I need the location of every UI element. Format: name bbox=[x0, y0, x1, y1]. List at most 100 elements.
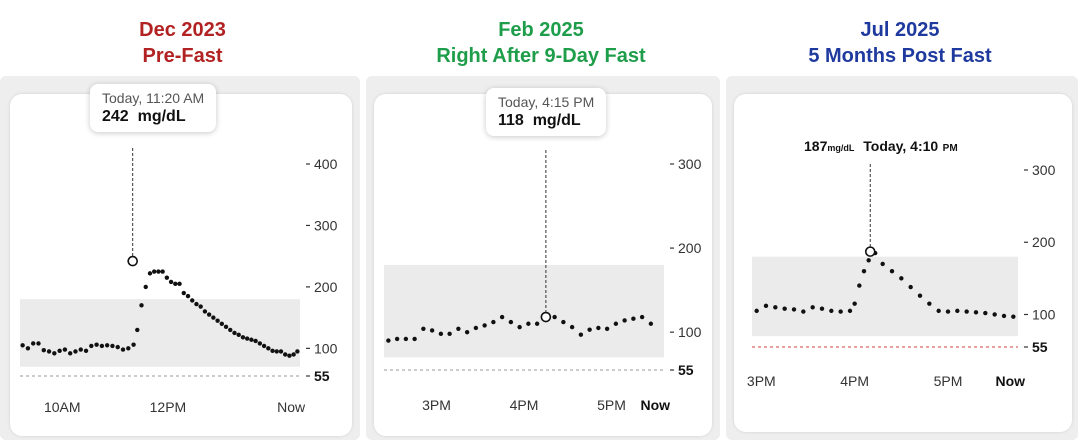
panel-subtitle-0: Pre-Fast bbox=[142, 45, 223, 67]
glucose-reading-point bbox=[287, 353, 292, 358]
tooltip-value-0: 242 mg/dL bbox=[102, 108, 204, 126]
glucose-reading-point bbox=[866, 258, 871, 263]
glucose-reading-point bbox=[274, 349, 279, 354]
glucose-reading-point bbox=[561, 319, 566, 325]
tooltip-time-1: Today, 4:15 PM bbox=[498, 94, 595, 110]
glucose-reading-point bbox=[266, 346, 271, 351]
glucose-reading-point bbox=[857, 283, 862, 288]
glucose-reading-point bbox=[456, 326, 461, 331]
glucose-reading-point bbox=[253, 338, 258, 344]
glucose-reading-point bbox=[194, 301, 199, 307]
glucose-reading-point bbox=[249, 337, 254, 342]
glucose-reading-point bbox=[613, 321, 619, 326]
glucose-reading-point bbox=[89, 343, 94, 349]
x-tick-label: Now bbox=[640, 397, 670, 413]
glucose-reading-point bbox=[202, 309, 208, 314]
glucose-reading-point bbox=[190, 298, 195, 303]
selected-reading-marker[interactable] bbox=[127, 255, 138, 267]
glucose-reading-point bbox=[228, 327, 233, 333]
glucose-reading-point bbox=[386, 338, 391, 343]
glucose-reading-point bbox=[20, 343, 25, 348]
panel-heading-0: Dec 2023 Pre-Fast bbox=[80, 17, 285, 69]
glucose-reading-point bbox=[631, 316, 636, 321]
x-tick-label: 10AM bbox=[44, 399, 81, 415]
glucose-reading-point bbox=[587, 327, 592, 332]
x-tick-label: Now bbox=[995, 373, 1025, 389]
glucose-reading-point bbox=[438, 331, 444, 337]
glucose-reading-point bbox=[596, 325, 601, 331]
glucose-reading-point bbox=[131, 342, 136, 347]
glucose-chart-0: 400 300 200 100 55 10AM 12PM Now bbox=[20, 148, 338, 415]
y-tick-label: 55 bbox=[678, 362, 694, 378]
glucose-reading-point bbox=[534, 321, 540, 326]
glucose-reading-point bbox=[206, 312, 212, 317]
glucose-reading-point bbox=[156, 269, 161, 274]
panel-title-2: Jul 2025 bbox=[860, 19, 940, 41]
glucose-reading-point bbox=[473, 325, 479, 331]
glucose-reading-point bbox=[283, 352, 288, 357]
chart-card-0: 400 300 200 100 55 10AM 12PM Now Today, 11:20 A… bbox=[10, 84, 352, 436]
selected-reading-marker[interactable] bbox=[864, 246, 876, 257]
tooltip-0: Today, 11:20 AM 242 mg/dL bbox=[90, 84, 217, 132]
selected-reading-marker[interactable] bbox=[540, 311, 552, 323]
glucose-reading-point bbox=[62, 347, 68, 352]
glucose-reading-point bbox=[773, 305, 778, 310]
glucose-reading-point bbox=[447, 331, 452, 337]
y-tick-label: 55 bbox=[1032, 339, 1048, 355]
glucose-reading-point bbox=[847, 308, 853, 314]
glucose-reading-point bbox=[257, 341, 263, 346]
glucose-reading-point bbox=[852, 301, 857, 306]
y-tick-label: 300 bbox=[1032, 162, 1056, 178]
glucose-reading-point bbox=[801, 309, 806, 314]
glucose-reading-point bbox=[508, 319, 514, 325]
glucose-reading-point bbox=[236, 332, 241, 338]
panel-heading-1: Feb 2025 Right After 9-Day Fast bbox=[410, 17, 672, 69]
glucose-reading-point bbox=[104, 343, 110, 348]
glucose-reading-point bbox=[429, 328, 435, 333]
x-tick-label: 4PM bbox=[510, 397, 539, 413]
glucose-reading-point bbox=[135, 327, 140, 333]
glucose-reading-point bbox=[181, 290, 186, 296]
glucose-reading-point bbox=[754, 308, 759, 314]
glucose-reading-point bbox=[261, 343, 267, 349]
glucose-reading-point bbox=[889, 268, 895, 274]
glucose-reading-point bbox=[964, 309, 969, 314]
panel-subtitle-1: Right After 9-Day Fast bbox=[436, 45, 646, 67]
glucose-reading-point bbox=[295, 349, 300, 354]
target-range-band bbox=[384, 264, 664, 358]
glucose-reading-point bbox=[578, 332, 584, 337]
glucose-reading-point bbox=[219, 321, 225, 326]
glucose-reading-point bbox=[173, 281, 178, 287]
target-range-band bbox=[20, 299, 300, 367]
target-range-band bbox=[752, 256, 1018, 337]
glucose-reading-point bbox=[604, 326, 610, 331]
tooltip-value-1: 118 mg/dL bbox=[498, 112, 594, 130]
glucose-reading-point bbox=[160, 269, 165, 274]
glucose-reading-point bbox=[394, 336, 400, 342]
glucose-reading-point bbox=[861, 268, 867, 274]
y-tick-label: 300 bbox=[678, 156, 702, 172]
tooltip-number-0: 242 bbox=[102, 108, 129, 125]
glucose-reading-point bbox=[94, 342, 99, 347]
glucose-reading-point bbox=[917, 293, 923, 298]
glucose-reading-point bbox=[99, 343, 105, 349]
glucose-reading-point bbox=[31, 341, 36, 346]
y-tick-label: 55 bbox=[314, 368, 330, 384]
glucose-reading-point bbox=[1011, 314, 1016, 319]
glucose-reading-point bbox=[25, 346, 31, 351]
glucose-reading-point bbox=[499, 314, 505, 320]
tooltip-time-2: Today, 4:10 bbox=[863, 138, 939, 154]
tooltip-number-2: 187 bbox=[804, 138, 828, 154]
x-tick-label: 3PM bbox=[747, 373, 776, 389]
glucose-reading-point bbox=[552, 314, 557, 320]
glucose-reading-point bbox=[648, 321, 654, 326]
glucose-reading-point bbox=[482, 323, 487, 328]
glucose-reading-point bbox=[278, 349, 284, 354]
tooltip-time-suffix-2: PM bbox=[942, 143, 958, 154]
glucose-reading-point bbox=[899, 276, 904, 281]
glucose-reading-point bbox=[164, 275, 170, 280]
glucose-reading-point bbox=[177, 281, 182, 287]
tooltip-unit-1: mg/dL bbox=[532, 112, 581, 129]
glucose-reading-point bbox=[143, 284, 148, 290]
glucose-reading-point bbox=[491, 319, 496, 325]
